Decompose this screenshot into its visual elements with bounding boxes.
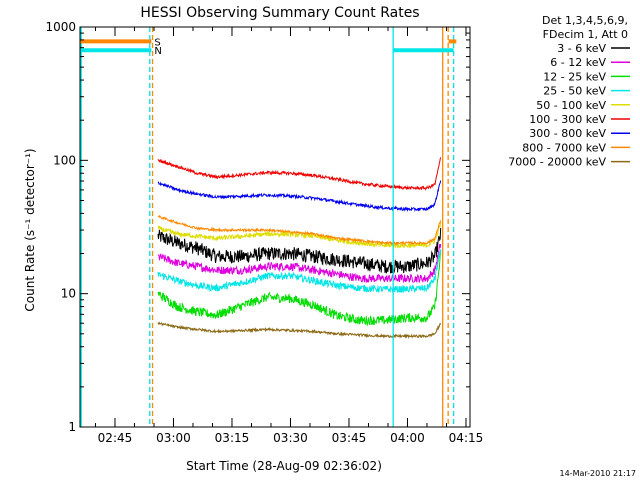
legend-label-8: 7000 - 20000 keV <box>508 156 606 169</box>
y-axis-label: Count Rate (s⁻¹ detector⁻¹) <box>23 148 37 311</box>
legend-header-line-1: Det 1,3,4,5,6,9, <box>542 14 628 27</box>
marker-layer <box>80 27 455 427</box>
y-tick-label-0: 1 <box>68 420 76 434</box>
x-tick-label-5: 04:00 <box>390 431 425 445</box>
chart-title: HESSI Observing Summary Count Rates <box>140 5 419 21</box>
flag-layer: SN <box>80 37 457 57</box>
legend-label-0: 3 - 6 keV <box>557 42 606 55</box>
x-tick-label-0: 02:45 <box>98 431 133 445</box>
x-axis-label: Start Time (28-Aug-09 02:36:02) <box>186 459 382 473</box>
series-line-6 <box>157 180 442 213</box>
axis-layer: 1 10 100 1000 02:45 03:00 03:15 03:30 03:45 04:00… <box>45 20 483 445</box>
generated-timestamp: 14-Mar-2010 21:17 <box>560 469 637 478</box>
x-tick-label-6: 04:15 <box>449 431 484 445</box>
legend-label-3: 25 - 50 keV <box>543 85 606 98</box>
y-tick-label-1: 10 <box>61 287 76 301</box>
series-line-2 <box>157 250 442 327</box>
data-layer <box>157 157 442 340</box>
legend-header-line-2: FDecim 1, Att 0 <box>543 28 628 41</box>
legend-label-2: 12 - 25 keV <box>543 70 606 83</box>
legend-label-1: 6 - 12 keV <box>550 56 606 69</box>
x-tick-label-1: 03:00 <box>156 431 191 445</box>
y-tick-label-3: 1000 <box>45 20 76 34</box>
flag-label-n: N <box>154 46 161 57</box>
series-line-7 <box>157 214 442 246</box>
series-line-8 <box>157 321 442 340</box>
x-tick-label-2: 03:15 <box>215 431 250 445</box>
x-tick-label-3: 03:30 <box>273 431 308 445</box>
legend: Det 1,3,4,5,6,9, FDecim 1, Att 0 3 - 6 k… <box>508 14 630 169</box>
legend-label-6: 300 - 800 keV <box>529 127 606 140</box>
legend-label-4: 50 - 100 keV <box>536 99 606 112</box>
legend-label-5: 100 - 300 keV <box>529 113 606 126</box>
flag-label-s: S <box>154 37 160 48</box>
y-tick-label-2: 100 <box>53 153 76 167</box>
legend-label-7: 800 - 7000 keV <box>522 141 606 154</box>
plot-frame <box>79 26 471 428</box>
x-tick-label-4: 03:45 <box>332 431 367 445</box>
series-line-5 <box>157 157 442 191</box>
